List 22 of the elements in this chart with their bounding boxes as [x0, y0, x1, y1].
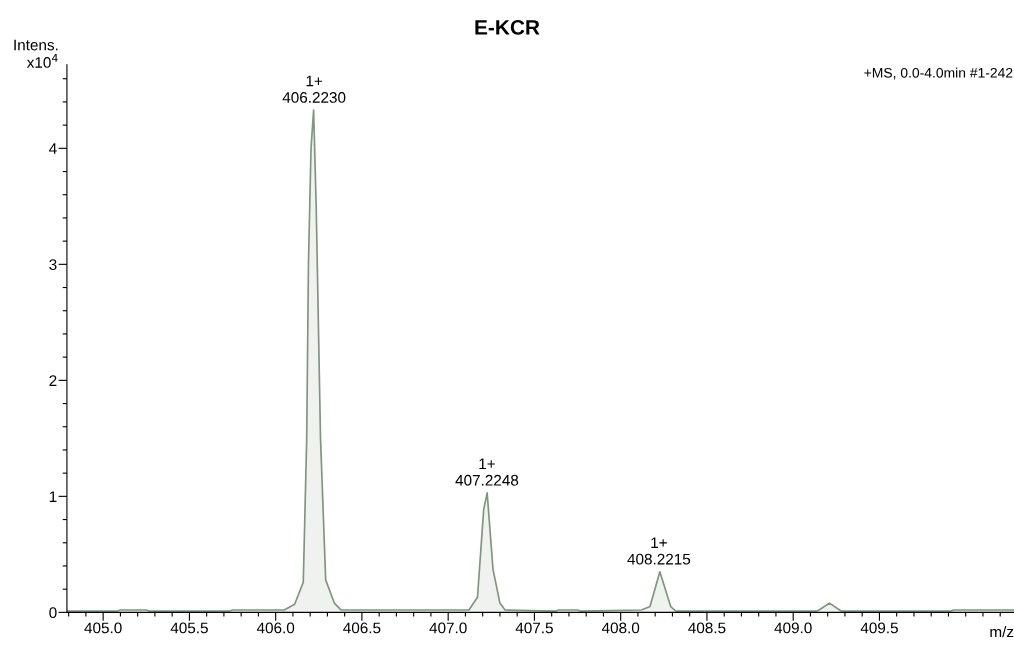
x-tick-label: 405.0: [84, 622, 122, 634]
x-tick-label: 407.5: [515, 622, 553, 634]
x-axis-title: m/z: [990, 626, 1014, 638]
x-tick-label: 409.0: [774, 622, 812, 634]
y-tick-label: 2: [49, 375, 57, 386]
x-tick-label: 409.5: [860, 622, 898, 634]
y-tick-label: 0: [49, 607, 57, 619]
x-tick-label: 407.0: [429, 622, 467, 634]
x-tick-label: 408.0: [601, 622, 640, 634]
x-tick-label: 406.0: [256, 622, 295, 634]
chart-title: E-KCR: [475, 20, 540, 35]
x-tick-label: 405.5: [170, 622, 208, 634]
y-axis-title: Intens. x10$^{4}$: [14, 39, 58, 68]
y-tick-label: 4: [49, 143, 57, 154]
annotation: 1+ 407.2248: [455, 458, 519, 486]
y-tick-label: 3: [49, 259, 57, 271]
annotation: +MS, 0.0-4.0min #1-242: [864, 67, 1013, 80]
x-tick-label: 408.5: [688, 622, 726, 634]
annotation: 1+ 408.2215: [627, 537, 691, 565]
y-tick-label: 1: [49, 491, 57, 502]
annotation: 1+ 406.2230: [282, 75, 346, 103]
x-tick-label: 406.5: [343, 622, 381, 634]
